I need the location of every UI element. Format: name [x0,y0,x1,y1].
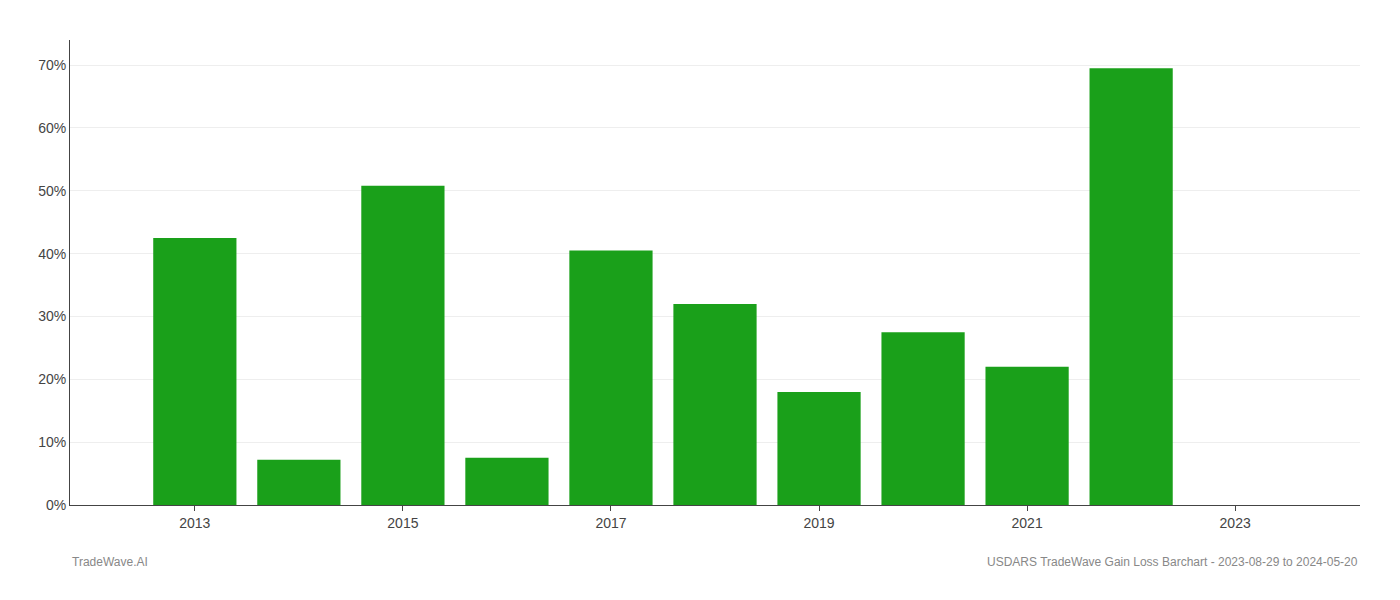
svg-text:60%: 60% [38,120,66,136]
svg-text:2021: 2021 [1012,515,1043,531]
svg-text:TradeWave.AI: TradeWave.AI [72,555,148,569]
svg-text:2019: 2019 [803,515,834,531]
svg-text:2013: 2013 [179,515,210,531]
svg-text:2017: 2017 [595,515,626,531]
svg-text:50%: 50% [38,183,66,199]
svg-text:0%: 0% [46,497,66,513]
svg-text:2023: 2023 [1220,515,1251,531]
svg-text:20%: 20% [38,371,66,387]
svg-text:70%: 70% [38,57,66,73]
svg-text:2015: 2015 [387,515,418,531]
svg-text:USDARS TradeWave Gain Loss Bar: USDARS TradeWave Gain Loss Barchart - 20… [987,555,1358,569]
svg-text:10%: 10% [38,434,66,450]
svg-text:40%: 40% [38,246,66,262]
svg-text:30%: 30% [38,308,66,324]
